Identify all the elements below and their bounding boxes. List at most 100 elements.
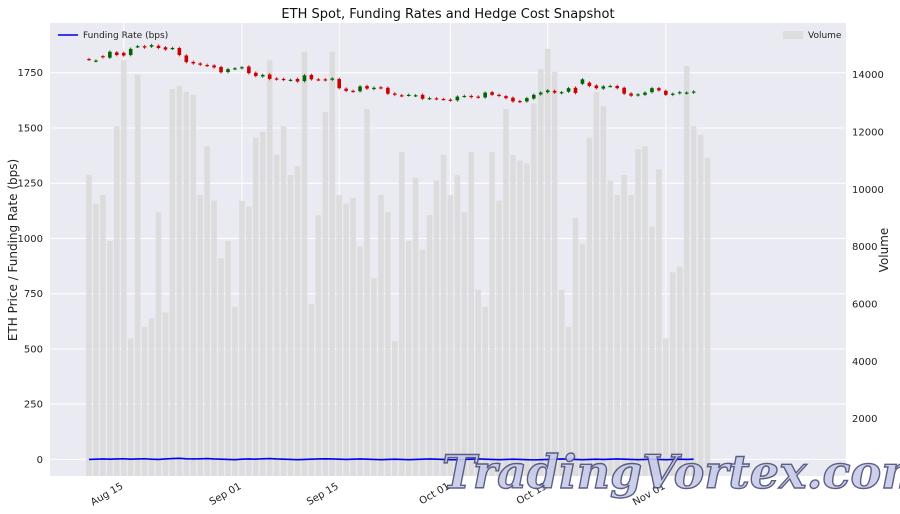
candle-body [115, 52, 119, 56]
volume-bar [176, 86, 183, 476]
volume-bar [628, 195, 634, 476]
volume-bar [294, 166, 301, 476]
volume-bar [537, 68, 544, 477]
volume-bar [496, 200, 502, 476]
volume-bar [378, 195, 384, 476]
volume-bar [287, 174, 294, 477]
volume-bar [524, 163, 530, 476]
legend-funding-label: Funding Rate (bps) [83, 31, 168, 41]
legend-funding: Funding Rate (bps) [58, 31, 168, 41]
y2-tick-label: 10000 [852, 185, 884, 196]
x-tick-label: Aug 15 [89, 481, 125, 508]
volume-bar [600, 106, 607, 476]
chart-title: ETH Spot, Funding Rates and Hedge Cost S… [281, 7, 614, 22]
volume-bar [565, 326, 572, 476]
volume-bar [350, 197, 356, 477]
volume-bar [232, 306, 238, 476]
candle-body [608, 85, 613, 88]
y2-tick-label: 6000 [852, 299, 877, 310]
candle-body [240, 67, 244, 69]
volume-bar [266, 60, 273, 476]
candle-body [393, 93, 397, 95]
candle-body [691, 91, 696, 93]
legend-volume: Volume [783, 31, 842, 41]
candle-body [260, 74, 265, 77]
candle-body [664, 90, 668, 95]
volume-bar [607, 180, 614, 476]
candle-body [372, 87, 376, 90]
volume-bar [336, 195, 342, 476]
volume-bar [301, 51, 308, 476]
volume-bar [114, 126, 120, 477]
volume-bar [579, 243, 586, 476]
volume-bar [107, 240, 113, 476]
volume-bar [239, 200, 245, 476]
volume-bar [461, 212, 468, 476]
candle-body [532, 94, 536, 99]
candle-body [573, 87, 578, 94]
candle-body [518, 101, 522, 103]
candle-body [108, 51, 112, 58]
volume-bar [517, 160, 523, 477]
volume-bar [120, 60, 127, 476]
candle-body [316, 79, 321, 81]
candle-body [594, 85, 599, 89]
y-tick-label: 250 [24, 400, 43, 411]
candle-body [247, 66, 251, 74]
y2-tick-label: 4000 [852, 357, 877, 368]
volume-bar [593, 91, 600, 477]
volume-bar [586, 137, 593, 477]
candle-body [399, 95, 404, 97]
volume-bar [621, 174, 627, 477]
candle-body [365, 85, 369, 89]
volume-bar [357, 246, 363, 476]
candle-body [413, 95, 418, 97]
volume-bar [197, 195, 203, 476]
volume-bar [364, 109, 370, 476]
volume-bar [86, 174, 92, 477]
volume-bar [572, 217, 579, 476]
candle-body [490, 92, 494, 95]
candle-body [344, 88, 348, 91]
funding-line [88, 457, 694, 461]
candle-body [559, 92, 564, 94]
y-tick-label: 1750 [18, 68, 43, 79]
candle-body [476, 96, 480, 98]
volume-bar [544, 48, 551, 476]
volume-bar [141, 326, 148, 476]
legend-volume-label: Volume [808, 31, 842, 41]
volume-bar [676, 266, 683, 476]
volume-bar [211, 200, 217, 476]
volume-bar [426, 215, 433, 476]
volume-bar [385, 212, 391, 476]
y-tick-labels: 0 250 500 750 1000 1250 1500 1750 [18, 68, 43, 466]
volume-bar [475, 289, 481, 476]
volume-bar [183, 91, 190, 477]
volume-bar [322, 111, 329, 476]
candle-body [226, 69, 230, 73]
candle-body [671, 93, 675, 95]
volume-bar [343, 203, 349, 476]
candle-body [177, 47, 182, 56]
candle-body [101, 56, 105, 58]
volume-bar [405, 240, 412, 476]
volume-bar [440, 154, 447, 476]
y2-tick-label: 14000 [852, 70, 884, 81]
volume-bar [690, 126, 697, 477]
volume-bar [273, 154, 280, 476]
volume-bar [280, 126, 287, 477]
candle-body [149, 45, 154, 47]
candles [87, 43, 696, 104]
candle-body [233, 68, 237, 70]
candle-body [420, 94, 425, 99]
volume-bars [86, 48, 711, 477]
volume-bar [371, 278, 377, 476]
volume-bar [398, 152, 405, 476]
candle-body [330, 78, 335, 80]
volume-bar [246, 206, 252, 477]
candle-body [254, 72, 258, 77]
volume-bar [419, 249, 426, 476]
candle-body [615, 85, 619, 89]
candle-body [580, 79, 585, 84]
candle-body [219, 66, 223, 73]
